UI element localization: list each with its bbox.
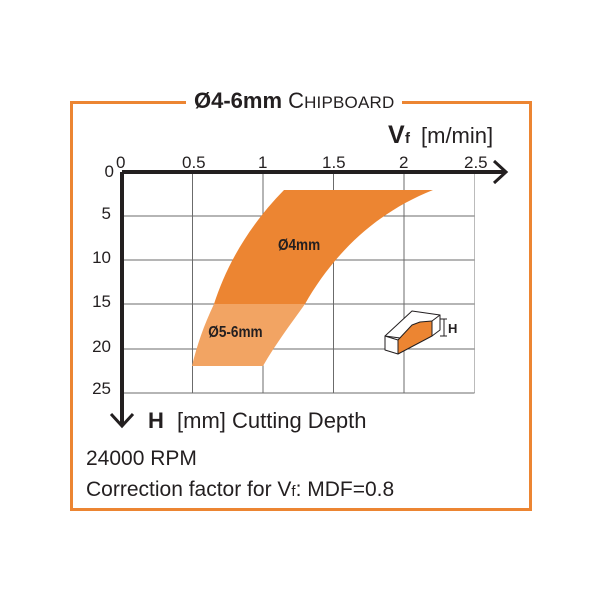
x-axis-subscript: f bbox=[405, 130, 411, 147]
svg-text:0: 0 bbox=[105, 162, 114, 181]
svg-text:2: 2 bbox=[399, 153, 408, 172]
svg-text:2.5: 2.5 bbox=[464, 153, 488, 172]
svg-text:1: 1 bbox=[258, 153, 267, 172]
y-axis-label: [mm] Cutting Depth bbox=[177, 408, 367, 433]
svg-text:0.5: 0.5 bbox=[182, 153, 206, 172]
rpm-text: 24000 RPM bbox=[86, 447, 197, 470]
svg-text:25: 25 bbox=[92, 379, 111, 398]
x-tick-labels: 0 0.5 1 1.5 2 2.5 bbox=[116, 153, 488, 172]
title-material-initial: C bbox=[288, 88, 305, 113]
region-5-6mm bbox=[192, 304, 305, 366]
svg-text:15: 15 bbox=[92, 292, 111, 311]
label-5-6mm: Ø5-6mm bbox=[208, 324, 262, 341]
svg-text:5: 5 bbox=[102, 204, 111, 223]
svg-text:1.5: 1.5 bbox=[322, 153, 346, 172]
workpiece-profile-icon: H bbox=[384, 310, 457, 355]
correction-factor-text: Correction factor for Vf: MDF=0.8 bbox=[86, 478, 395, 501]
svg-text:20: 20 bbox=[92, 337, 111, 356]
chart-title: Ø4-6mm CHIPBOARD bbox=[186, 88, 403, 114]
region-4mm bbox=[214, 190, 433, 304]
x-axis-unit: [m/min] bbox=[421, 123, 493, 148]
icon-label-h: H bbox=[448, 321, 457, 336]
axes bbox=[109, 159, 509, 429]
label-4mm: Ø4mm bbox=[278, 237, 320, 254]
svg-text:10: 10 bbox=[92, 248, 111, 267]
y-axis-symbol: H bbox=[148, 408, 164, 433]
svg-text:0: 0 bbox=[116, 153, 125, 172]
title-material-rest: HIPBOARD bbox=[304, 93, 395, 112]
title-diameter: Ø4-6mm bbox=[194, 88, 283, 113]
x-axis-symbol: V bbox=[388, 121, 405, 149]
y-tick-labels: 0 5 10 15 20 25 bbox=[92, 162, 114, 398]
